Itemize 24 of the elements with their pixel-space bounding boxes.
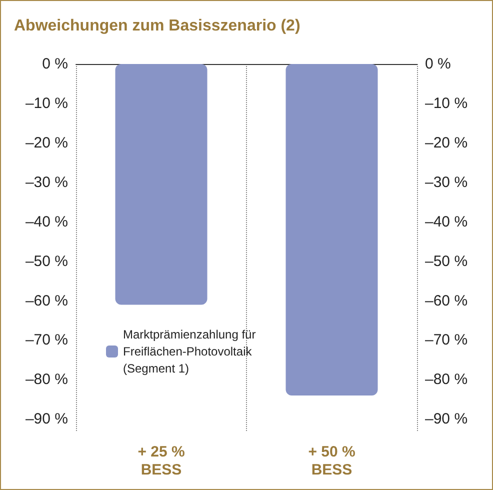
- y2-tick-label: –20 %: [425, 134, 468, 152]
- y2-tick-label: –60 %: [425, 292, 468, 310]
- y2-tick-label: 0 %: [425, 56, 451, 72]
- y-tick-label: –20 %: [25, 134, 68, 152]
- y-tick-label: –10 %: [25, 94, 68, 112]
- y2-tick-label: –70 %: [425, 332, 468, 349]
- x-tick-label: + 25 % BESS: [138, 444, 185, 478]
- chart-title: Abweichungen zum Basisszenario (2): [14, 18, 300, 34]
- y-tick-label: 0 %: [42, 56, 68, 72]
- y-tick-label: –70 %: [25, 332, 68, 349]
- y-tick-label: –30 %: [25, 174, 68, 191]
- legend-label: Marktprämienzahlung für Freiflächen-Photovoltaik (Segment 1): [123, 328, 256, 376]
- y2-tick-label: –10 %: [425, 94, 468, 112]
- y-tick-label: –60 %: [25, 292, 68, 310]
- y-tick-label: –40 %: [25, 213, 68, 230]
- y-tick-label: –90 %: [25, 410, 68, 428]
- x-tick-label: + 50 % BESS: [308, 444, 356, 478]
- y2-tick-label: –80 %: [425, 371, 468, 388]
- y-tick-label: –80 %: [25, 371, 68, 388]
- y2-tick-label: –90 %: [425, 410, 468, 428]
- y2-tick-label: –40 %: [425, 213, 468, 230]
- y-tick-label: –50 %: [25, 252, 68, 270]
- y2-tick-label: –30 %: [425, 174, 468, 191]
- y2-tick-label: –50 %: [425, 252, 468, 270]
